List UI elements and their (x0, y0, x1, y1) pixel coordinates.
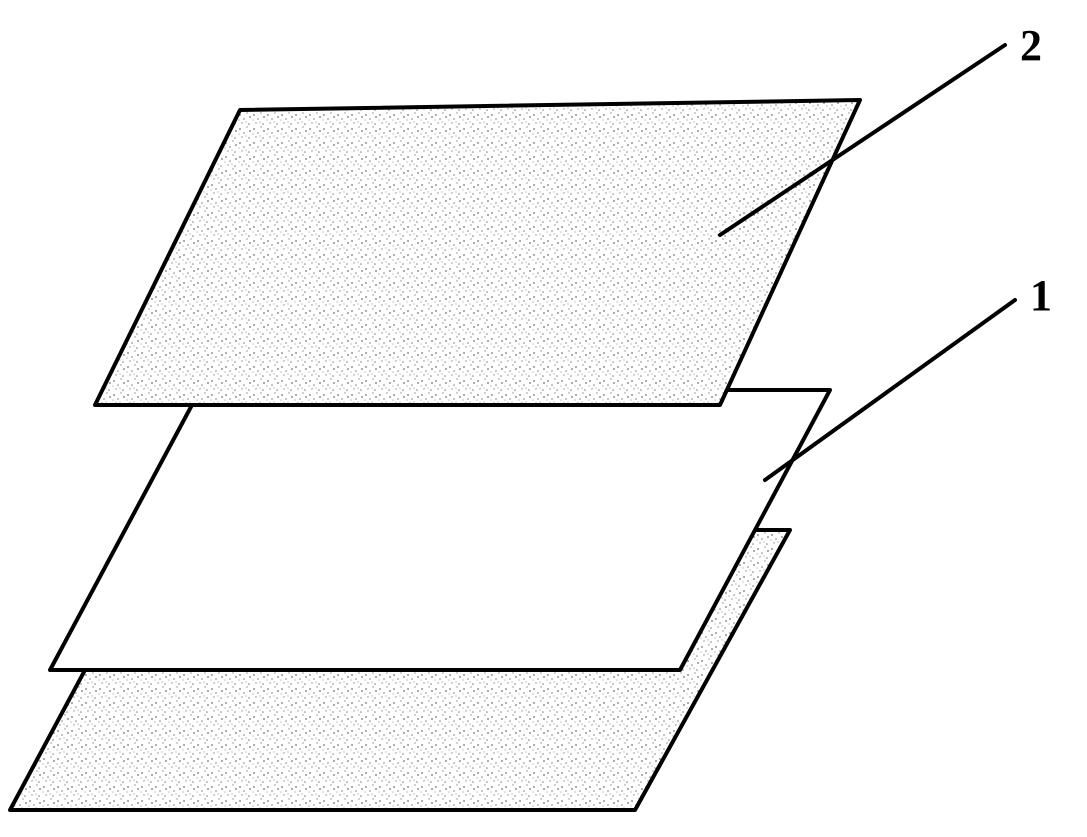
layers-group (10, 100, 860, 810)
callout-label-1: 1 (1030, 270, 1052, 321)
diagram-canvas (0, 0, 1087, 837)
callout-label-2: 2 (1020, 20, 1042, 71)
layer-top (95, 100, 860, 405)
